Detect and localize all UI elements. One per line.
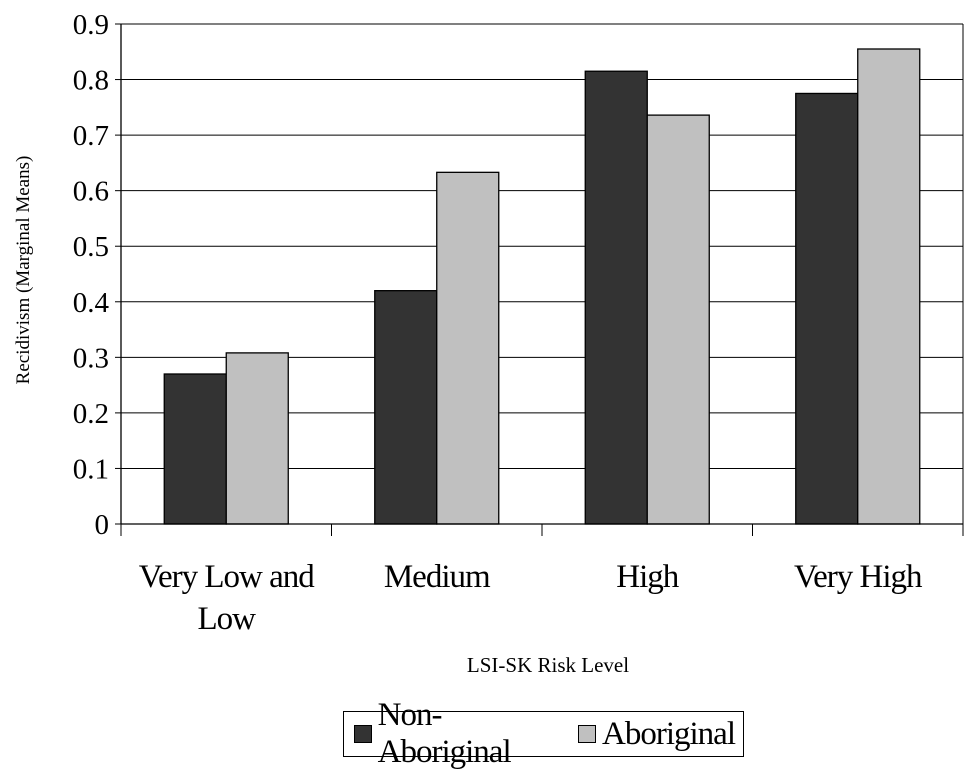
y-tick-label: 0.6 (73, 176, 109, 208)
x-tick-label: Medium (384, 559, 491, 595)
legend-label-non-aboriginal: Non-Aboriginal (377, 697, 512, 770)
bar-non-aboriginal-0 (163, 373, 227, 525)
y-axis-label: Recidivism (Marginal Means) (13, 156, 34, 385)
legend-swatch-aboriginal (578, 725, 597, 743)
legend-swatch-non-aboriginal (354, 725, 372, 743)
y-tick-label: 0.8 (73, 65, 109, 97)
bar-non-aboriginal-1 (374, 290, 438, 525)
bar-aboriginal-2 (646, 114, 710, 525)
legend-item-aboriginal: Aboriginal (578, 715, 736, 753)
legend: Non-Aboriginal Aboriginal (343, 697, 744, 770)
bars (163, 48, 921, 525)
x-tick-label: High (616, 559, 680, 595)
y-tick-label: 0.3 (73, 342, 109, 374)
bar-aboriginal-3 (857, 48, 921, 525)
y-tick-label: 0 (95, 509, 110, 541)
y-tick-labels: 0 0.1 0.2 0.3 0.4 0.5 0.6 0.7 0.8 0.9 (73, 9, 110, 541)
bar-aboriginal-0 (225, 352, 289, 525)
axes (115, 23, 964, 536)
x-tick-label: Very Low and (139, 559, 315, 595)
legend-item-non-aboriginal: Non-Aboriginal (354, 697, 570, 771)
y-tick-label: 0.7 (73, 120, 109, 152)
bar-non-aboriginal-3 (795, 92, 859, 525)
x-axis-label: LSI-SK Risk Level (467, 653, 629, 677)
x-tick-labels: Very Low and Low Medium High Very High (139, 559, 924, 637)
y-tick-label: 0.1 (73, 453, 109, 485)
x-tick-label: Very High (794, 559, 923, 595)
bar-non-aboriginal-2 (584, 70, 648, 525)
bar-aboriginal-1 (436, 171, 500, 525)
y-tick-label: 0.9 (73, 9, 109, 41)
y-tick-label: 0.5 (73, 231, 109, 263)
x-tick-label: Low (198, 601, 257, 637)
legend-label-aboriginal: Aboriginal (602, 715, 736, 752)
y-tick-label: 0.2 (73, 398, 109, 430)
y-tick-label: 0.4 (73, 287, 110, 319)
